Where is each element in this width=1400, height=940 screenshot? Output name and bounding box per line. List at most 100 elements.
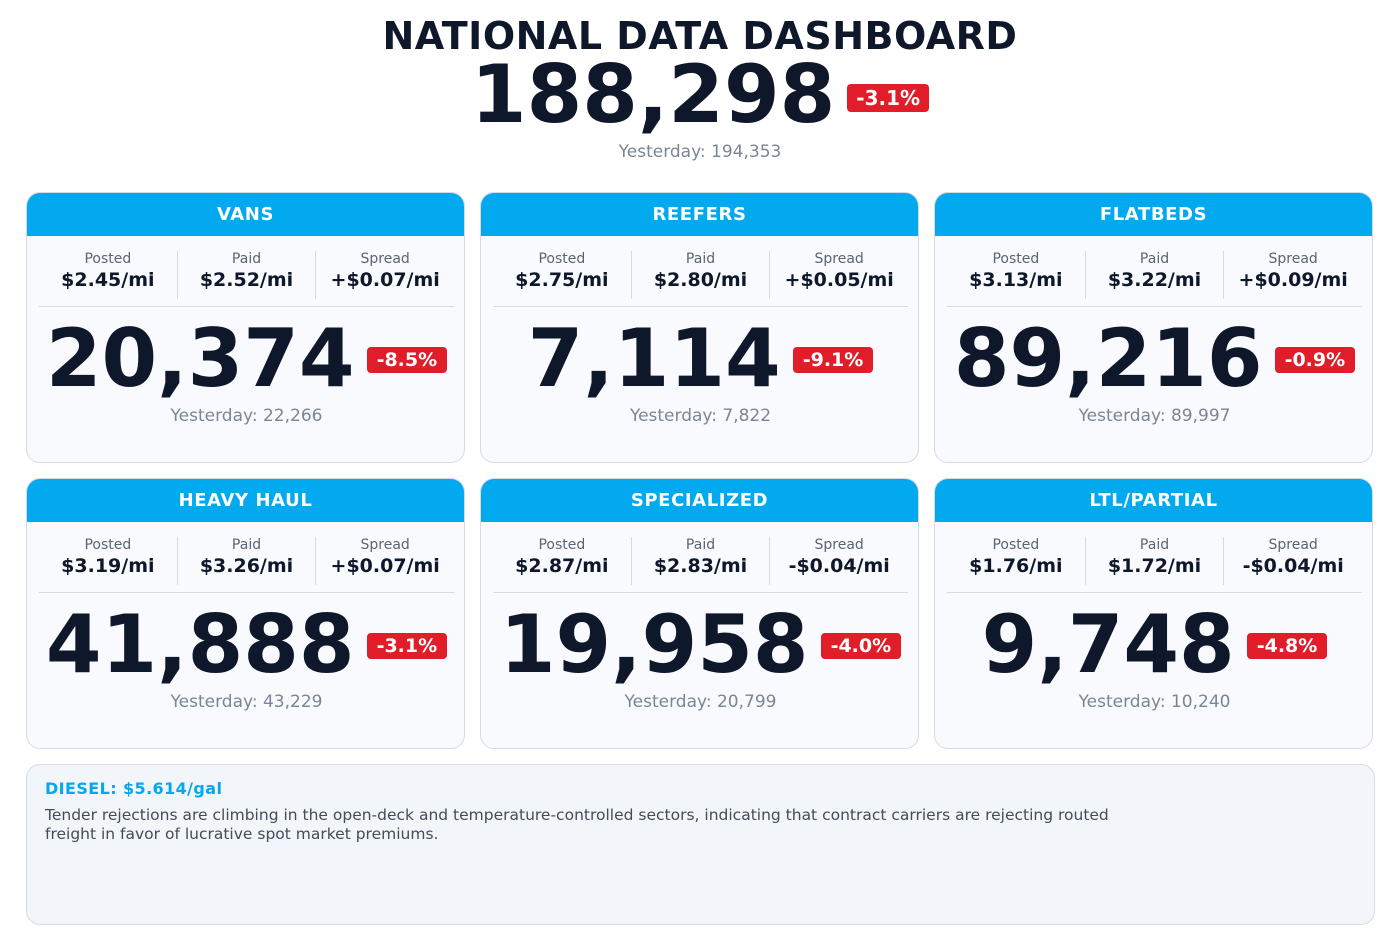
- rates-row: Posted $2.75/mi Paid $2.80/mi Spread +$0.05…: [493, 251, 908, 299]
- card-vans: VANS Posted $2.45/mi Paid $2.52/mi Spread +…: [26, 192, 465, 463]
- market-commentary: Tender rejections are climbing in the op…: [45, 806, 1109, 843]
- card-reefers: REEFERS Posted $2.75/mi Paid $2.80/mi Spre…: [480, 192, 919, 463]
- rate-label: Posted: [992, 251, 1040, 267]
- rate-paid: Paid $1.72/mi: [1086, 537, 1225, 585]
- load-count: 7,114: [527, 312, 781, 405]
- rate-posted: Posted $3.19/mi: [39, 537, 178, 585]
- yesterday-count: Yesterday: 10,240: [1078, 692, 1231, 712]
- rate-label: Spread: [360, 251, 410, 267]
- count-row: 89,216 -0.9%: [935, 312, 1372, 405]
- load-count: 19,958: [499, 598, 809, 691]
- rate-posted: Posted $3.13/mi: [947, 251, 1086, 299]
- divider: [493, 592, 908, 593]
- rate-label: Spread: [360, 537, 410, 553]
- rate-label: Posted: [84, 537, 132, 553]
- rate-label: Posted: [538, 251, 586, 267]
- rate-label: Posted: [992, 537, 1040, 553]
- rate-posted: Posted $2.45/mi: [39, 251, 178, 299]
- rates-row: Posted $3.19/mi Paid $3.26/mi Spread +$0.07…: [39, 537, 454, 585]
- rate-label: Paid: [1139, 251, 1170, 267]
- change-badge: -0.9%: [1274, 347, 1356, 373]
- load-count: 89,216: [953, 312, 1263, 405]
- change-badge: -9.1%: [792, 347, 874, 373]
- rates-row: Posted $2.87/mi Paid $2.83/mi Spread -$0.04…: [493, 537, 908, 585]
- spread-value: -$0.04/mi: [1242, 555, 1344, 577]
- count-row: 9,748 -4.8%: [935, 598, 1372, 691]
- spread-value: +$0.07/mi: [330, 555, 440, 577]
- load-count: 9,748: [981, 598, 1235, 691]
- total-change-badge: -3.1%: [847, 84, 930, 112]
- market-commentary-panel: DIESEL: $5.614/gal Tender rejections are …: [26, 764, 1375, 925]
- load-count: 20,374: [45, 312, 355, 405]
- paid-value: $2.80/mi: [653, 269, 748, 291]
- rate-spread: Spread +$0.07/mi: [316, 251, 454, 299]
- rate-label: Spread: [814, 251, 864, 267]
- rate-paid: Paid $3.26/mi: [178, 537, 317, 585]
- change-badge: -3.1%: [366, 633, 448, 659]
- rate-paid: Paid $2.52/mi: [178, 251, 317, 299]
- rate-label: Posted: [538, 537, 586, 553]
- posted-value: $3.19/mi: [61, 555, 155, 577]
- total-row: 188,298 -3.1%: [0, 50, 1400, 140]
- posted-value: $3.13/mi: [969, 269, 1063, 291]
- rate-spread: Spread -$0.04/mi: [1224, 537, 1362, 585]
- rate-spread: Spread -$0.04/mi: [770, 537, 908, 585]
- yesterday-count: Yesterday: 7,822: [629, 406, 772, 426]
- rate-label: Spread: [1268, 251, 1318, 267]
- count-row: 20,374 -8.5%: [27, 312, 464, 405]
- divider: [39, 592, 454, 593]
- rate-paid: Paid $2.80/mi: [632, 251, 771, 299]
- posted-value: $2.75/mi: [515, 269, 609, 291]
- total-yesterday: Yesterday: 194,353: [618, 142, 782, 162]
- page-title: NATIONAL DATA DASHBOARD: [382, 14, 1018, 58]
- card-title: VANS: [27, 193, 464, 236]
- divider: [39, 306, 454, 307]
- rate-posted: Posted $2.87/mi: [493, 537, 632, 585]
- spread-value: +$0.09/mi: [1238, 269, 1348, 291]
- spread-value: +$0.05/mi: [784, 269, 894, 291]
- rate-label: Paid: [231, 537, 262, 553]
- rate-spread: Spread +$0.05/mi: [770, 251, 908, 299]
- rate-label: Paid: [685, 251, 716, 267]
- posted-value: $1.76/mi: [969, 555, 1063, 577]
- diesel-label: DIESEL:: [45, 779, 118, 798]
- card-title: LTL/PARTIAL: [935, 479, 1372, 522]
- yesterday-count: Yesterday: 20,799: [624, 692, 777, 712]
- paid-value: $2.83/mi: [653, 555, 748, 577]
- divider: [493, 306, 908, 307]
- total-count: 188,298: [470, 48, 836, 141]
- rate-paid: Paid $3.22/mi: [1086, 251, 1225, 299]
- paid-value: $1.72/mi: [1107, 555, 1202, 577]
- change-badge: -8.5%: [366, 347, 448, 373]
- rate-posted: Posted $1.76/mi: [947, 537, 1086, 585]
- count-row: 7,114 -9.1%: [481, 312, 918, 405]
- change-badge: -4.8%: [1246, 633, 1328, 659]
- rate-label: Paid: [231, 251, 262, 267]
- card-specialized: SPECIALIZED Posted $2.87/mi Paid $2.83/mi …: [480, 478, 919, 749]
- divider: [947, 306, 1362, 307]
- load-count: 41,888: [45, 598, 355, 691]
- change-badge: -4.0%: [820, 633, 902, 659]
- rate-label: Spread: [1268, 537, 1318, 553]
- count-row: 41,888 -3.1%: [27, 598, 464, 691]
- posted-value: $2.45/mi: [61, 269, 155, 291]
- card-heavy-haul: HEAVY HAUL Posted $3.19/mi Paid $3.26/mi S…: [26, 478, 465, 749]
- rates-row: Posted $3.13/mi Paid $3.22/mi Spread +$0.09…: [947, 251, 1362, 299]
- rate-paid: Paid $2.83/mi: [632, 537, 771, 585]
- card-title: HEAVY HAUL: [27, 479, 464, 522]
- posted-value: $2.87/mi: [515, 555, 609, 577]
- diesel-price: DIESEL: $5.614/gal: [45, 779, 1356, 798]
- diesel-value: $5.614/gal: [123, 779, 223, 798]
- paid-value: $2.52/mi: [199, 269, 294, 291]
- rates-row: Posted $1.76/mi Paid $1.72/mi Spread -$0.04…: [947, 537, 1362, 585]
- card-title: REEFERS: [481, 193, 918, 236]
- rate-spread: Spread +$0.07/mi: [316, 537, 454, 585]
- divider: [947, 592, 1362, 593]
- spread-value: +$0.07/mi: [330, 269, 440, 291]
- card-ltl-partial: LTL/PARTIAL Posted $1.76/mi Paid $1.72/mi …: [934, 478, 1373, 749]
- paid-value: $3.22/mi: [1107, 269, 1202, 291]
- card-flatbeds: FLATBEDS Posted $3.13/mi Paid $3.22/mi Spr…: [934, 192, 1373, 463]
- rate-label: Paid: [685, 537, 716, 553]
- count-row: 19,958 -4.0%: [481, 598, 918, 691]
- yesterday-count: Yesterday: 22,266: [170, 406, 323, 426]
